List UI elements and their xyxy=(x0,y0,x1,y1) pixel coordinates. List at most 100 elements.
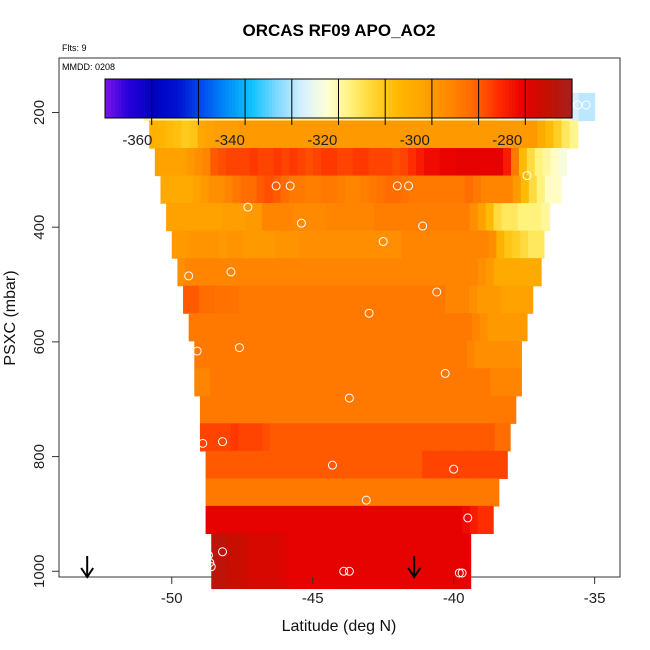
heatmap-cell xyxy=(376,175,386,204)
heatmap-cell xyxy=(334,395,343,424)
heatmap-cell xyxy=(389,203,399,232)
heatmap-cell xyxy=(423,148,433,177)
heatmap-cell xyxy=(322,230,331,259)
heatmap-cell xyxy=(217,368,227,397)
heatmap-cell xyxy=(420,395,430,424)
heatmap-cell xyxy=(179,230,189,259)
heatmap-cell xyxy=(294,285,303,314)
colorbar-swatch xyxy=(471,79,476,118)
heatmap-cell xyxy=(321,450,330,479)
colorbar-swatch xyxy=(425,79,430,118)
heatmap-cell xyxy=(493,203,503,232)
colorbar-swatch xyxy=(475,79,480,118)
colorbar-swatch xyxy=(291,79,296,118)
heatmap-cell xyxy=(460,478,469,507)
colorbar-swatch xyxy=(335,79,340,118)
heatmap-cell xyxy=(296,175,306,204)
colorbar-swatch xyxy=(265,79,270,118)
colorbar-swatch xyxy=(208,79,213,118)
heatmap-cell xyxy=(499,395,509,424)
heatmap-cell xyxy=(310,533,319,562)
heatmap-cell xyxy=(511,148,520,177)
colorbar-swatch xyxy=(161,79,166,118)
colorbar-swatch xyxy=(345,79,350,118)
heatmap-cell xyxy=(301,203,311,232)
heatmap-cell xyxy=(243,313,253,342)
heatmap-cell xyxy=(363,560,373,590)
heatmap-cell xyxy=(321,478,330,507)
heatmap-cell xyxy=(235,230,244,259)
heatmap-cell xyxy=(344,175,354,204)
heatmap-cell xyxy=(407,505,417,535)
colorbar-swatch xyxy=(181,79,186,118)
heatmap-cell xyxy=(222,203,231,232)
colorbar-swatch xyxy=(398,79,403,118)
heatmap-cell xyxy=(373,285,383,314)
colorbar-swatch xyxy=(441,79,446,118)
heatmap-cell xyxy=(437,285,446,314)
heatmap-cell xyxy=(509,258,518,287)
heatmap-cell xyxy=(472,120,482,149)
colorbar-swatch xyxy=(188,79,193,118)
heatmap-cell xyxy=(313,478,322,507)
heatmap-cell xyxy=(460,395,469,424)
heatmap-cell xyxy=(413,285,422,314)
heatmap-cell xyxy=(440,313,449,342)
heatmap-cell xyxy=(328,175,338,204)
sample-point xyxy=(392,181,402,191)
heatmap-cell xyxy=(282,478,292,507)
heatmap-cell xyxy=(228,313,237,342)
heatmap-cell xyxy=(248,368,258,397)
heatmap-cell xyxy=(338,313,347,342)
heatmap-cell xyxy=(493,258,503,287)
heatmap-cell xyxy=(405,285,415,314)
colorbar-swatch xyxy=(151,79,156,118)
heatmap-cell xyxy=(264,340,273,369)
heatmap-cell xyxy=(286,120,296,149)
heatmap-cell xyxy=(369,230,379,259)
heatmap-cell xyxy=(228,478,238,507)
heatmap-cell xyxy=(383,478,392,507)
heatmap-cell xyxy=(178,148,188,177)
heatmap-cell xyxy=(405,395,414,424)
heatmap-cell xyxy=(313,148,322,177)
heatmap-cell xyxy=(487,313,497,342)
heatmap-cell xyxy=(314,313,324,342)
heatmap-cell xyxy=(504,230,513,259)
heatmap-cell xyxy=(397,203,407,232)
heatmap-cell xyxy=(264,368,273,397)
heatmap-cell xyxy=(345,230,355,259)
heatmap-cell xyxy=(386,533,395,562)
colorbar-swatch xyxy=(428,79,433,118)
heatmap-cell xyxy=(553,120,563,149)
heatmap-cell xyxy=(306,505,315,535)
heatmap-cell xyxy=(326,395,335,424)
heatmap-cell xyxy=(432,120,441,149)
heatmap-cell xyxy=(342,395,351,424)
heatmap-cell xyxy=(187,230,197,259)
colorbar-swatch xyxy=(195,79,199,118)
heatmap-cell xyxy=(251,450,261,479)
heatmap-cell xyxy=(429,478,438,507)
heatmap-cell xyxy=(214,285,224,314)
y-tick-label: 400 xyxy=(31,215,48,240)
heatmap-cell xyxy=(377,230,387,259)
heatmap-cell xyxy=(341,285,351,314)
heatmap-cell xyxy=(236,478,245,507)
colorbar-swatch xyxy=(388,79,393,118)
heatmap-cell xyxy=(496,230,505,259)
heatmap-cell xyxy=(154,148,164,177)
heatmap-cell xyxy=(448,120,458,149)
heatmap-cell xyxy=(432,560,441,590)
heatmap-cell xyxy=(272,368,281,397)
heatmap-cell xyxy=(437,203,447,232)
heatmap-cell xyxy=(290,230,300,259)
heatmap-cell xyxy=(298,478,307,507)
heatmap-cell xyxy=(447,533,456,562)
colorbar-swatch xyxy=(185,79,189,118)
sample-point xyxy=(344,393,354,403)
colorbar-swatch xyxy=(511,79,516,118)
colorbar-swatch xyxy=(395,79,400,118)
heatmap-cell xyxy=(390,478,400,507)
heatmap-cell xyxy=(246,285,256,314)
